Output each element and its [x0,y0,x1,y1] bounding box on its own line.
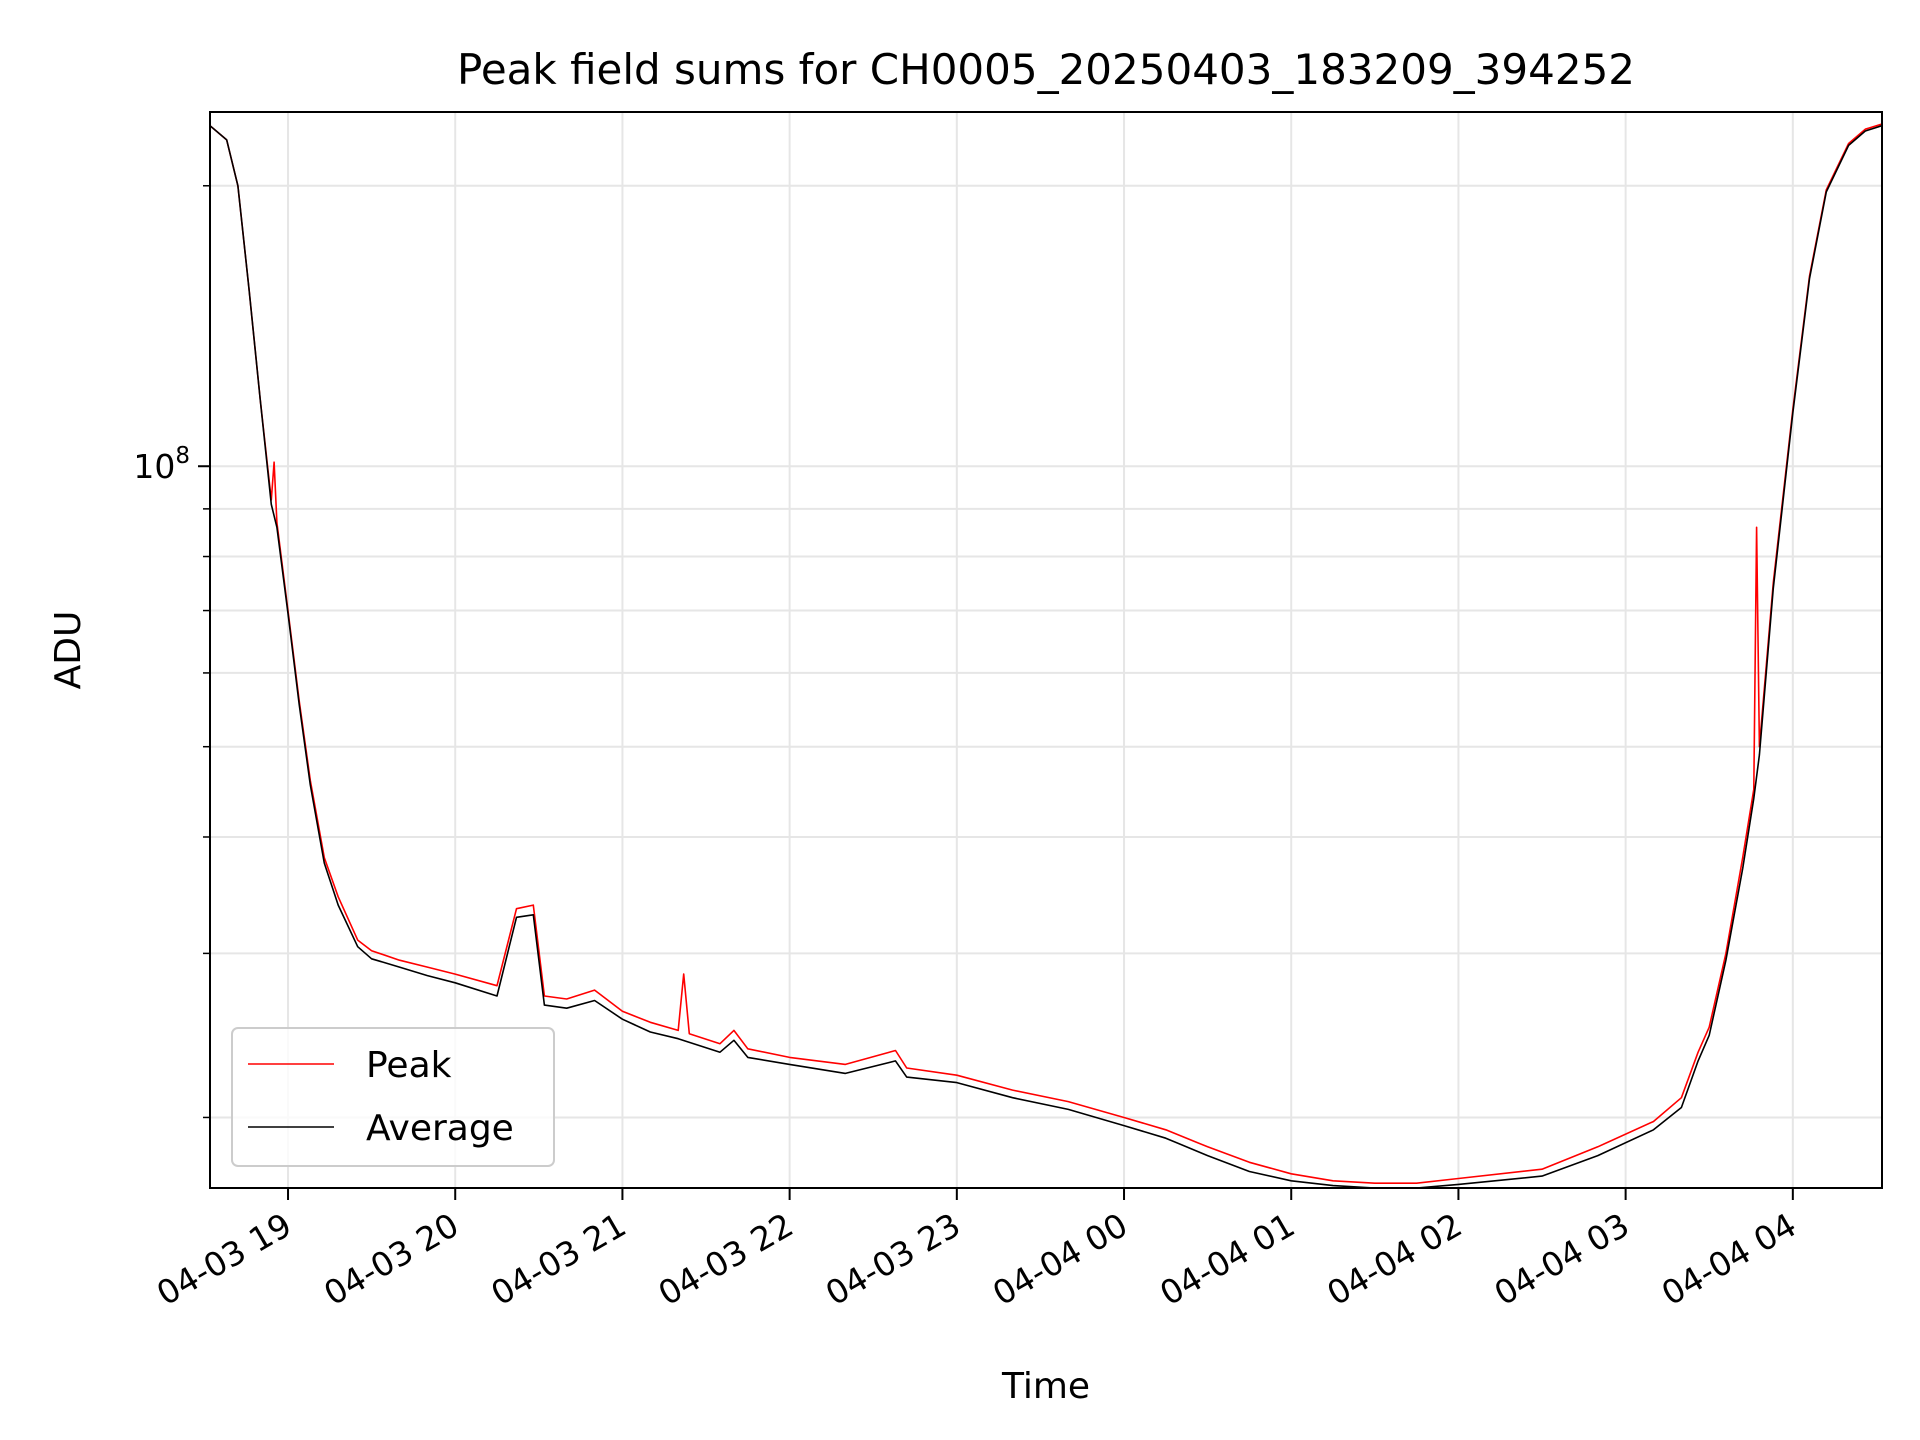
y-axis-label: ADU [48,611,89,690]
legend-label-peak: Peak [366,1045,452,1086]
plot-frame [209,111,1883,1189]
chart-title: Peak field sums for CH0005_20250403_1832… [457,45,1635,94]
series-layer [210,123,1882,1188]
grid [210,112,1882,1188]
legend-box [231,1027,555,1167]
y-tick-label-exponent: 8 [175,443,190,469]
y-tick-label: 108 [133,443,190,486]
y-tick-label-base: 10 [133,447,175,486]
legend: Peak Average [231,1027,555,1167]
series-line-average [210,124,1882,1188]
x-axis-label: Time [1001,1366,1090,1407]
series-line-peak [210,123,1882,1184]
legend-label-average: Average [366,1108,514,1149]
y-axis: 108 [133,185,210,1119]
